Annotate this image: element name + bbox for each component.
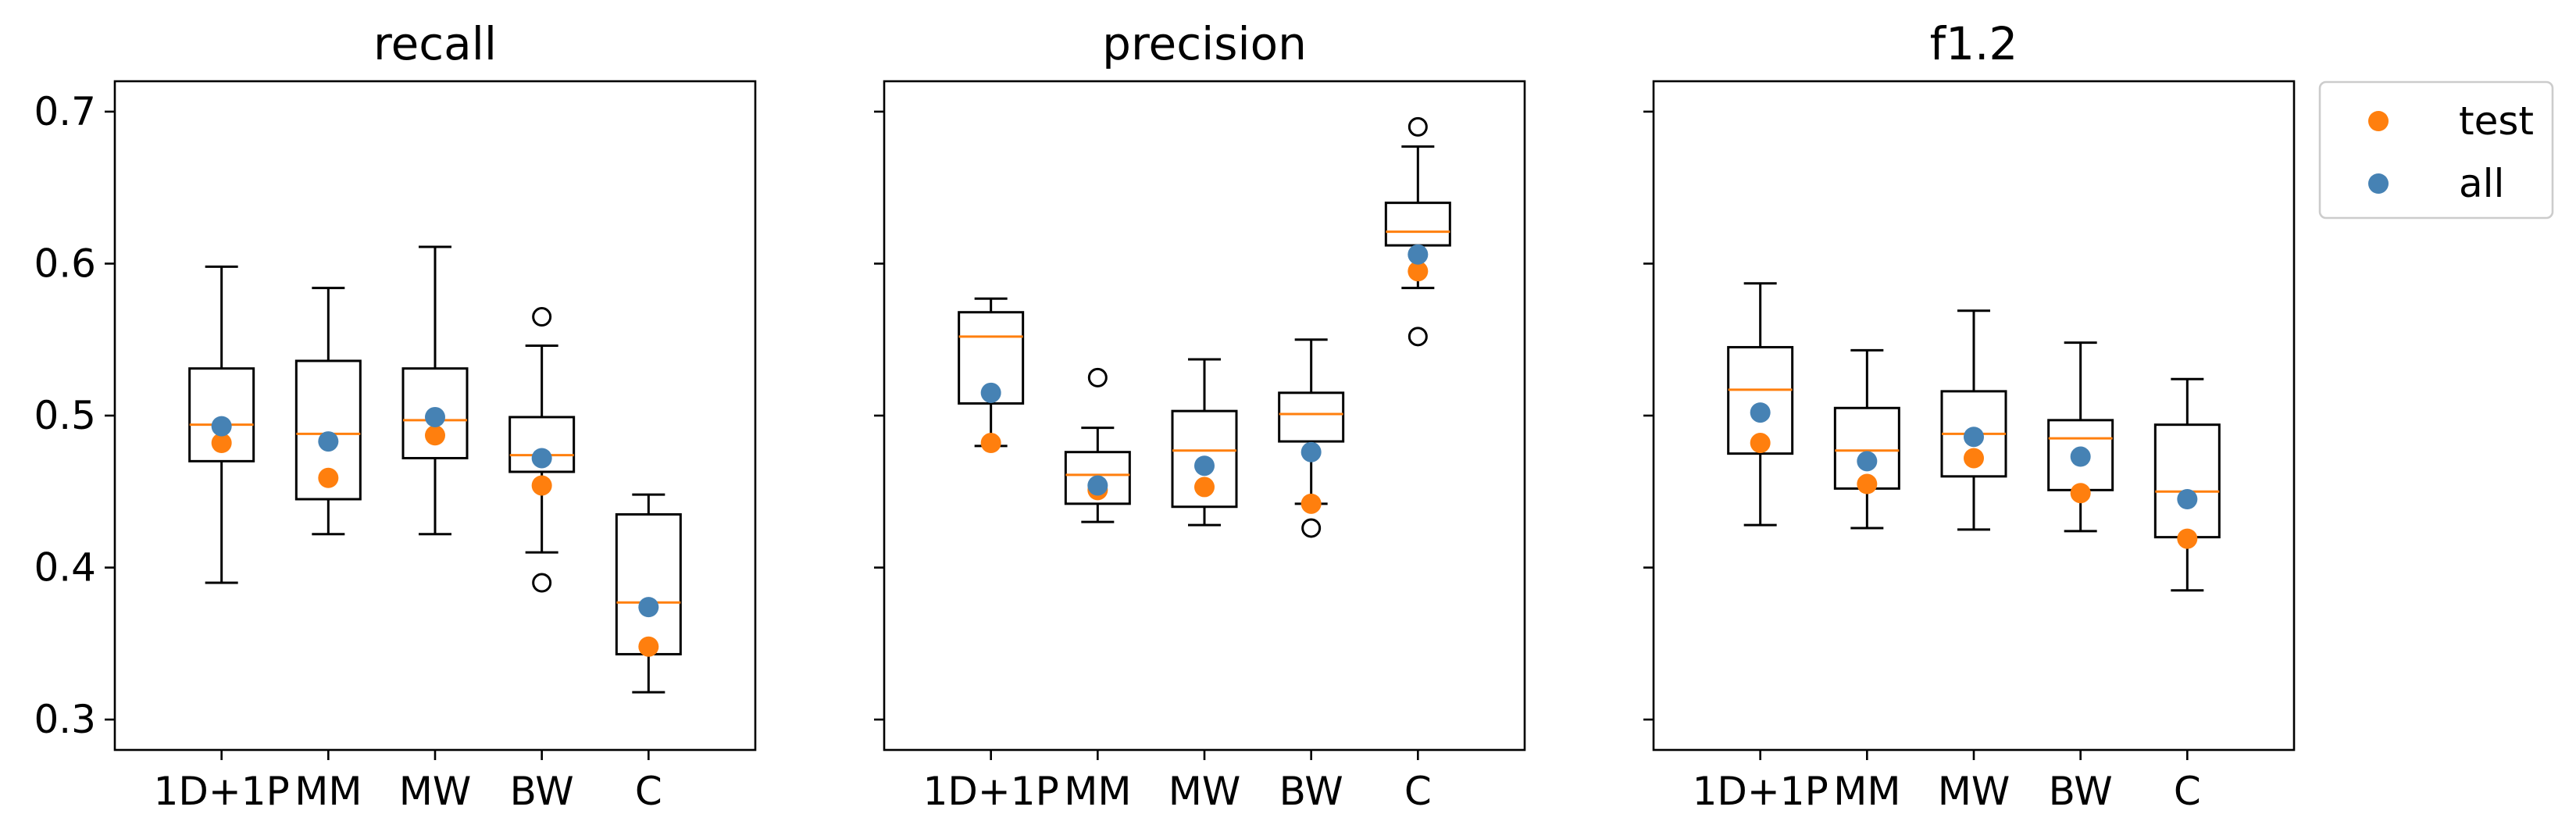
box-1D+1P [188,265,255,584]
test-point [2177,528,2198,549]
test-point [1857,473,1878,494]
legend: test all [2318,80,2554,220]
x-tick-label: MM [294,769,362,814]
box-C [2153,377,2221,592]
box-1D+1P [1727,282,1794,527]
box-MW [1940,309,2007,531]
all-point [425,406,445,427]
panel-title: recall [373,17,497,70]
x-tick-label: C [1404,769,1432,814]
box-iqr [1064,451,1131,505]
box-MM [1833,348,1900,530]
x-tick-label: BW [2049,769,2113,814]
test-point [2070,483,2091,504]
all-point [1408,244,1429,265]
legend-marker-test [2368,111,2389,131]
all-point [1750,402,1771,423]
flier-point [532,307,552,327]
box-iqr [615,512,682,655]
box-MM [294,287,362,536]
panel-1: precision 1D+1P MM MW BW C [874,17,1526,814]
test-point [1408,261,1429,282]
all-point [1964,427,1984,448]
box-iqr [958,311,1025,405]
box-C [615,493,682,694]
box-MW [1171,358,1238,527]
test-point [980,433,1001,454]
y-tick-label: 0.4 [34,545,96,591]
panel-title: f1.2 [1930,17,2018,70]
x-tick-label: 1D+1P [154,769,290,814]
all-point [1857,451,1878,472]
test-point [1300,493,1322,514]
x-tick-label: 1D+1P [1693,769,1829,814]
panel-2: f1.2 1D+1P MM MW BW C [1643,17,2296,814]
flier-point [532,573,552,593]
test-point [425,425,445,446]
box-iqr [508,416,576,473]
test-point [1964,448,1984,469]
all-point [2070,446,2091,467]
x-tick-label: MW [1168,769,1241,814]
box-iqr [2153,423,2221,539]
test-point [318,467,339,488]
flier-point [1408,116,1428,137]
all-point [1194,455,1215,477]
x-tick-label: MM [1064,769,1131,814]
legend-marker-all [2368,173,2389,194]
all-point [1087,475,1108,496]
panel-0: recall 0.3 0.4 0.5 0.6 0.7 1D+1P MM MW BW C [34,17,757,814]
all-point [318,431,339,452]
all-point [531,448,552,469]
box-iqr [401,367,469,459]
test-point [1194,477,1215,498]
all-point [980,382,1001,403]
legend-label-test: test [2459,98,2534,144]
x-tick-label: BW [1279,769,1343,814]
test-point [531,475,552,496]
test-point [638,636,659,657]
all-point [211,416,232,437]
box-BW [1278,338,1345,538]
flier-point [1087,367,1108,387]
axes-frame [1652,80,2296,752]
all-point [1300,441,1322,462]
y-tick-label: 0.5 [34,393,96,438]
x-tick-label: MW [1938,769,2010,814]
flier-point [1408,327,1428,347]
x-tick-label: C [635,769,662,814]
box-iqr [1278,391,1345,443]
box-MM [1064,367,1131,523]
axes-frame [883,80,1526,752]
box-MW [401,245,469,536]
flier-point [1301,518,1322,538]
box-iqr [1171,409,1238,509]
x-tick-label: MW [399,769,472,814]
box-C [1384,116,1451,347]
box-iqr [188,367,255,462]
y-tick-label: 0.3 [34,697,96,742]
panel-title: precision [1102,17,1307,70]
box-iqr [1384,202,1451,247]
box-1D+1P [958,297,1025,448]
x-tick-label: BW [510,769,574,814]
all-point [638,597,659,618]
box-iqr [294,359,362,501]
x-tick-label: MM [1833,769,1900,814]
test-point [1750,433,1771,454]
box-iqr [1727,345,1794,455]
y-tick-label: 0.6 [34,241,96,286]
x-tick-label: C [2174,769,2201,814]
legend-label-all: all [2459,161,2504,206]
x-tick-label: 1D+1P [923,769,1059,814]
test-point [211,433,232,454]
y-tick-label: 0.7 [34,89,96,134]
all-point [2177,489,2198,509]
